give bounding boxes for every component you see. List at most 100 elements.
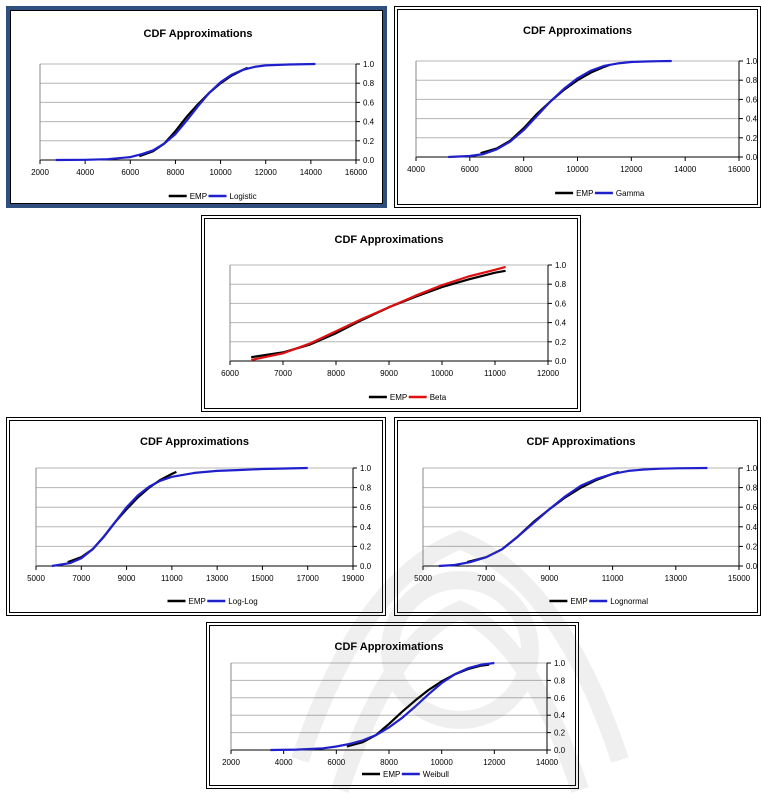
y-tick-label: 0.8 — [555, 280, 567, 289]
x-tick-label: 12000 — [255, 168, 278, 177]
x-tick-label: 12000 — [620, 165, 643, 174]
cdf-chart-gamma: CDF Approximations 0.0 0.2 0.4 0.6 0.8 1.0 4000… — [407, 25, 758, 198]
y-tick-label: 0.0 — [555, 357, 567, 366]
series-line-emp — [346, 663, 490, 748]
x-tick-label: 12000 — [537, 369, 560, 378]
x-tick-label: 14000 — [300, 168, 323, 177]
x-tick-label: 12000 — [483, 758, 506, 767]
legend-label-gamma: Gamma — [616, 189, 645, 198]
y-tick-label: 0.0 — [746, 562, 758, 571]
x-tick-label: 5000 — [27, 574, 45, 583]
cdf-chart-lognormal: CDF Approximations 0.0 0.2 0.4 0.6 0.8 1.0 5000… — [414, 436, 758, 606]
x-tick-label: 16000 — [345, 168, 368, 177]
x-tick-label: 10000 — [431, 758, 454, 767]
chart-title: CDF Approximations — [144, 28, 253, 40]
x-tick-label: 7000 — [477, 574, 495, 583]
x-tick-label: 8000 — [327, 369, 345, 378]
cdf-chart-weibull: CDF Approximations 0.0 0.2 0.4 0.6 0.8 1.0 2000… — [222, 641, 566, 779]
chart-panel-loglog[interactable]: CDF Approximations 0.0 0.2 0.4 0.6 0.8 1.0 5000… — [6, 417, 386, 616]
cdf-chart-loglog: CDF Approximations 0.0 0.2 0.4 0.6 0.8 1.0 5000… — [27, 436, 372, 606]
x-tick-label: 4000 — [76, 168, 94, 177]
chart-title: CDF Approximations — [527, 436, 636, 448]
y-tick-label: 0.2 — [360, 542, 372, 551]
x-tick-label: 4000 — [275, 758, 293, 767]
y-tick-label: 0.4 — [363, 118, 375, 127]
x-tick-label: 10000 — [209, 168, 232, 177]
chart-panel-logistic[interactable]: CDF Approximations 0.0 0.2 0.4 0.6 0.8 1.0 2000… — [6, 6, 387, 208]
x-tick-label: 8000 — [515, 165, 533, 174]
y-tick-label: 0.2 — [746, 134, 758, 143]
chart-panel-gamma[interactable]: CDF Approximations 0.0 0.2 0.4 0.6 0.8 1.0 4000… — [394, 6, 761, 208]
y-tick-label: 0.2 — [746, 542, 758, 551]
y-tick-label: 0.0 — [554, 746, 566, 755]
y-tick-label: 1.0 — [746, 57, 758, 66]
legend-label-emp: EMP — [570, 597, 587, 606]
series-line-beta — [250, 265, 506, 362]
legend-label-lognormal: Lognormal — [610, 597, 648, 606]
x-tick-label: 5000 — [414, 574, 432, 583]
y-tick-label: 0.4 — [554, 711, 566, 720]
series-line-lognormal — [438, 466, 708, 568]
y-tick-label: 0.4 — [555, 319, 567, 328]
x-tick-label: 17000 — [297, 574, 320, 583]
cdf-chart-beta: CDF Approximations 0.0 0.2 0.4 0.6 0.8 1.0 6000… — [221, 234, 567, 402]
x-tick-label: 6000 — [121, 168, 139, 177]
chart-panel-beta[interactable]: CDF Approximations 0.0 0.2 0.4 0.6 0.8 1.0 6000… — [201, 215, 581, 412]
legend-label-beta: Beta — [430, 393, 447, 402]
y-tick-label: 0.8 — [360, 484, 372, 493]
y-tick-label: 0.2 — [555, 338, 567, 347]
series-line-weibull — [270, 661, 495, 752]
x-tick-label: 15000 — [728, 574, 751, 583]
chart-panel-lognormal[interactable]: CDF Approximations 0.0 0.2 0.4 0.6 0.8 1.0 5000… — [394, 417, 761, 616]
y-tick-label: 0.0 — [360, 562, 372, 571]
x-tick-label: 13000 — [665, 574, 688, 583]
y-tick-label: 0.6 — [746, 503, 758, 512]
y-tick-label: 1.0 — [554, 659, 566, 668]
y-tick-label: 0.8 — [554, 676, 566, 685]
y-tick-label: 1.0 — [360, 464, 372, 473]
series-line-emp — [480, 63, 611, 155]
x-tick-label: 10000 — [431, 369, 454, 378]
legend-label-emp: EMP — [390, 393, 407, 402]
y-tick-label: 0.2 — [363, 137, 375, 146]
y-tick-label: 0.6 — [555, 299, 567, 308]
x-tick-label: 6000 — [461, 165, 479, 174]
cdf-chart-logistic: CDF Approximations 0.0 0.2 0.4 0.6 0.8 1.0 2000… — [31, 28, 375, 201]
x-tick-label: 8000 — [380, 758, 398, 767]
series-line-emp — [466, 470, 620, 564]
x-tick-label: 2000 — [222, 758, 240, 767]
y-tick-label: 0.6 — [554, 694, 566, 703]
legend-label-logistic: Logistic — [230, 192, 257, 201]
y-tick-label: 0.6 — [360, 503, 372, 512]
x-tick-label: 19000 — [342, 574, 365, 583]
series-line-logistic — [55, 62, 316, 162]
y-tick-label: 1.0 — [746, 464, 758, 473]
series-line-gamma — [448, 59, 672, 159]
legend-label-emp: EMP — [576, 189, 593, 198]
x-tick-label: 6000 — [221, 369, 239, 378]
series-line-log-log — [51, 466, 308, 568]
x-tick-label: 4000 — [407, 165, 425, 174]
series-line-emp — [67, 470, 177, 564]
x-tick-label: 15000 — [251, 574, 274, 583]
chart-panel-weibull[interactable]: CDF Approximations 0.0 0.2 0.4 0.6 0.8 1.0 2000… — [206, 622, 579, 789]
y-tick-label: 0.4 — [746, 115, 758, 124]
x-tick-label: 14000 — [536, 758, 559, 767]
y-tick-label: 0.8 — [746, 76, 758, 85]
legend-label-weibull: Weibull — [423, 770, 449, 779]
x-tick-label: 9000 — [118, 574, 136, 583]
y-tick-label: 1.0 — [363, 60, 375, 69]
legend-label-emp: EMP — [190, 192, 207, 201]
y-tick-label: 0.0 — [363, 156, 375, 165]
x-tick-label: 9000 — [380, 369, 398, 378]
chart-title: CDF Approximations — [335, 234, 444, 246]
chart-title: CDF Approximations — [523, 25, 632, 37]
x-tick-label: 10000 — [566, 165, 589, 174]
x-tick-label: 16000 — [728, 165, 751, 174]
legend-label-log-log: Log-Log — [228, 597, 257, 606]
x-tick-label: 11000 — [602, 574, 624, 583]
legend-label-emp: EMP — [383, 770, 400, 779]
x-tick-label: 7000 — [274, 369, 292, 378]
y-tick-label: 0.4 — [360, 523, 372, 532]
y-tick-label: 0.8 — [746, 484, 758, 493]
